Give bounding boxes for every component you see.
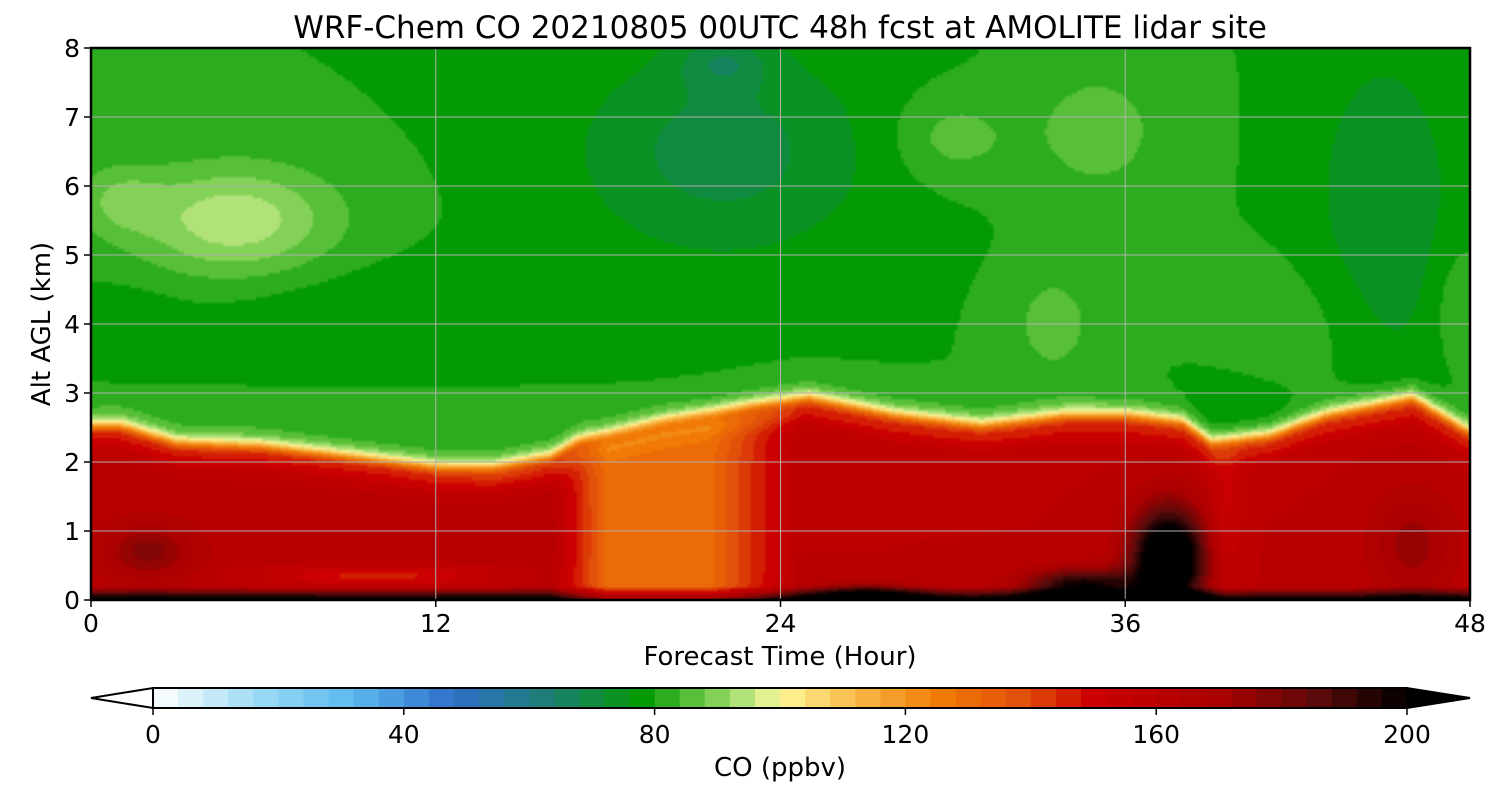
colorbar-tick-label: 40 bbox=[388, 720, 420, 749]
colorbar-segment bbox=[1156, 688, 1182, 708]
colorbar-tick-label: 80 bbox=[639, 720, 671, 749]
colorbar-ticks: 0 40 80 120 160 200 bbox=[145, 708, 1431, 749]
colorbar-segments bbox=[153, 688, 1408, 708]
y-axis-ticks: 0 1 2 3 4 5 6 7 8 bbox=[64, 34, 91, 615]
colorbar-segment bbox=[228, 688, 254, 708]
colorbar-segment bbox=[253, 688, 279, 708]
x-tick-label: 0 bbox=[83, 609, 99, 638]
colorbar-segment bbox=[1256, 688, 1283, 708]
colorbar-segment bbox=[1181, 688, 1207, 708]
colorbar-segment bbox=[1231, 688, 1258, 708]
x-axis-label: Forecast Time (Hour) bbox=[643, 642, 916, 672]
colorbar-segment bbox=[529, 688, 555, 708]
colorbar-segment bbox=[905, 688, 932, 708]
colorbar-segment bbox=[1131, 688, 1157, 708]
colorbar-segment bbox=[554, 688, 580, 708]
colorbar-segment bbox=[579, 688, 606, 708]
colorbar: 0 40 80 120 160 200 CO (ppbv) bbox=[90, 686, 1471, 783]
colorbar-segment bbox=[980, 688, 1007, 708]
colorbar-segment bbox=[654, 688, 681, 708]
colorbar-segment bbox=[955, 688, 982, 708]
colorbar-segment bbox=[679, 688, 706, 708]
colorbar-segment bbox=[278, 688, 305, 708]
colorbar-segment bbox=[1356, 688, 1383, 708]
colorbar-segment bbox=[704, 688, 731, 708]
colorbar-segment bbox=[729, 688, 756, 708]
colorbar-segment bbox=[1080, 688, 1107, 708]
colorbar-segment bbox=[1281, 688, 1308, 708]
colorbar-segment bbox=[1005, 688, 1032, 708]
colorbar-segment bbox=[353, 688, 380, 708]
colorbar-segment bbox=[780, 688, 806, 708]
colorbar-segment bbox=[479, 688, 505, 708]
colorbar-segment bbox=[880, 688, 906, 708]
colorbar-tick-label: 120 bbox=[882, 720, 930, 749]
y-tick-label: 1 bbox=[64, 517, 80, 546]
y-tick-label: 4 bbox=[64, 310, 80, 339]
colorbar-segment bbox=[403, 688, 430, 708]
colorbar-segment bbox=[453, 688, 480, 708]
y-tick-label: 3 bbox=[64, 379, 80, 408]
y-axis-label: Alt AGL (km) bbox=[27, 242, 57, 406]
x-tick-label: 12 bbox=[420, 609, 452, 638]
colorbar-segment bbox=[378, 688, 405, 708]
colorbar-segment bbox=[629, 688, 656, 708]
colorbar-right-extend-arrow bbox=[1406, 686, 1471, 710]
colorbar-segment bbox=[754, 688, 781, 708]
colorbar-tick-label: 0 bbox=[145, 720, 161, 749]
y-tick-label: 7 bbox=[64, 103, 80, 132]
colorbar-segment bbox=[930, 688, 957, 708]
colorbar-segment bbox=[604, 688, 631, 708]
colorbar-label: CO (ppbv) bbox=[714, 753, 846, 783]
colorbar-segment bbox=[805, 688, 831, 708]
colorbar-tick-label: 200 bbox=[1383, 720, 1431, 749]
colorbar-segment bbox=[203, 688, 229, 708]
colorbar-segment bbox=[303, 688, 330, 708]
colorbar-frame bbox=[152, 687, 1408, 709]
colorbar-segment bbox=[1030, 688, 1057, 708]
colorbar-segment bbox=[1306, 688, 1333, 708]
y-tick-label: 0 bbox=[64, 586, 80, 615]
y-tick-label: 2 bbox=[64, 448, 80, 477]
y-tick-label: 5 bbox=[64, 241, 80, 270]
colorbar-left-extend-arrow bbox=[90, 686, 154, 710]
colorbar-segment bbox=[830, 688, 856, 708]
colorbar-segment bbox=[428, 688, 455, 708]
y-tick-label: 8 bbox=[64, 34, 80, 63]
colorbar-segment bbox=[328, 688, 355, 708]
x-tick-label: 48 bbox=[1454, 609, 1486, 638]
colorbar-segment bbox=[504, 688, 530, 708]
colorbar-segment bbox=[1331, 688, 1358, 708]
colorbar-segment bbox=[1381, 688, 1408, 708]
colorbar-segment bbox=[1206, 688, 1233, 708]
x-tick-label: 36 bbox=[1109, 609, 1141, 638]
colorbar-segment bbox=[178, 688, 204, 708]
colorbar-segment bbox=[1106, 688, 1132, 708]
x-axis-ticks: 0 12 24 36 48 bbox=[83, 600, 1486, 638]
chart-title: WRF-Chem CO 20210805 00UTC 48h fcst at A… bbox=[293, 10, 1267, 46]
colorbar-segment bbox=[153, 688, 179, 708]
colorbar-tick-label: 160 bbox=[1132, 720, 1180, 749]
y-tick-label: 6 bbox=[64, 172, 80, 201]
colorbar-segment bbox=[1055, 688, 1082, 708]
colorbar-segment bbox=[855, 688, 881, 708]
x-tick-label: 24 bbox=[765, 609, 797, 638]
